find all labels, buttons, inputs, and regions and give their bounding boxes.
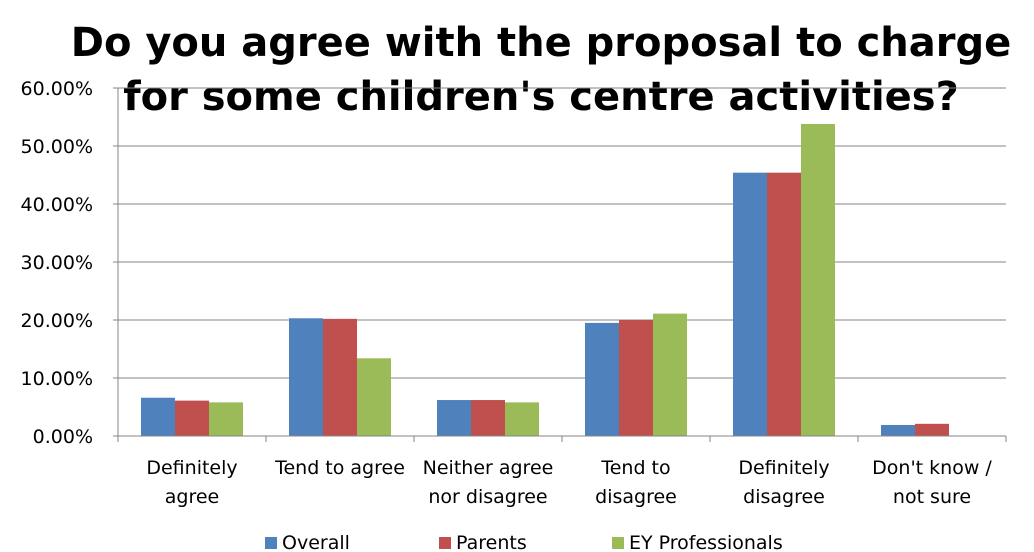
category-label: Don't know /: [872, 457, 992, 479]
legend: Overall Parents EY Professionals: [265, 532, 783, 552]
bar-overall-4: [585, 322, 619, 436]
axes: [117, 88, 1007, 442]
bar-ey-professionals-3: [505, 402, 539, 436]
y-tick-label: 30.00%: [21, 252, 93, 274]
bar-parents-6: [915, 423, 949, 436]
gridlines: [118, 87, 1006, 379]
chart-title-line-1: Do you agree with the proposal to charge: [71, 20, 1012, 66]
bar-parents-1: [175, 400, 209, 436]
legend-swatch-1: [265, 537, 277, 549]
legend-label-1: Overall: [282, 532, 350, 552]
bar-overall-1: [141, 397, 175, 436]
category-label: disagree: [595, 486, 677, 508]
bar-overall-6: [881, 424, 915, 436]
category-label: agree: [165, 486, 219, 508]
bar-ey-professionals-4: [653, 313, 687, 436]
y-tick-label: 40.00%: [21, 194, 93, 216]
bar-overall-5: [733, 172, 767, 436]
bar-ey-professionals-2: [357, 358, 391, 436]
y-tick-label: 60.00%: [21, 78, 93, 100]
y-tick-label: 20.00%: [21, 310, 93, 332]
y-tick-label: 10.00%: [21, 368, 93, 390]
category-label: nor disagree: [428, 486, 547, 508]
category-label: disagree: [743, 486, 825, 508]
y-tick-label: 50.00%: [21, 136, 93, 158]
y-tick-label: 0.00%: [33, 426, 93, 448]
chart-title: Do you agree with the proposal to charge…: [71, 20, 1012, 120]
category-label: Tend to agree: [274, 457, 405, 479]
bar-overall-3: [437, 400, 471, 436]
bars: [141, 123, 949, 437]
category-label: Definitely: [146, 457, 237, 479]
category-label: Tend to: [600, 457, 670, 479]
category-label: Neither agree: [423, 457, 554, 479]
legend-label-3: EY Professionals: [629, 532, 783, 552]
bar-ey-professionals-1: [209, 402, 243, 436]
legend-label-2: Parents: [456, 532, 527, 552]
category-label: Definitely: [738, 457, 829, 479]
chart-title-line-2: for some children's centre activities?: [123, 74, 959, 120]
bar-ey-professionals-5: [801, 123, 835, 437]
legend-swatch-2: [439, 537, 451, 549]
bar-parents-4: [619, 320, 653, 436]
category-labels: Definitely agree Tend to agree Neither agre…: [146, 457, 992, 508]
y-tick-labels: 0.00% 10.00% 20.00% 30.00% 40.00% 50.00% 60.00…: [21, 78, 118, 448]
bar-parents-3: [471, 400, 505, 436]
legend-swatch-3: [612, 537, 624, 549]
bar-parents-5: [767, 172, 801, 436]
bar-overall-2: [289, 318, 323, 436]
bar-parents-2: [323, 318, 357, 436]
category-label: not sure: [893, 486, 971, 508]
